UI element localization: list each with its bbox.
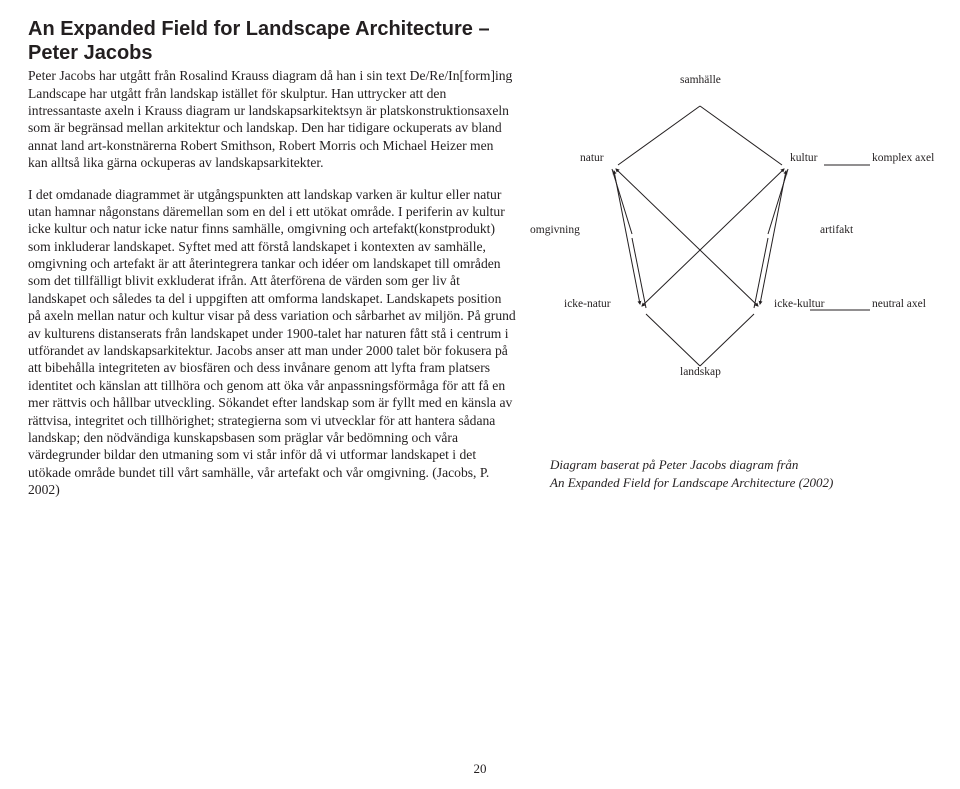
paragraph-2: I det omdanade diagrammet är utgångspunk… bbox=[28, 186, 516, 499]
diagram-label-icke-kultur: icke-kultur bbox=[774, 298, 824, 310]
page-number: 20 bbox=[0, 761, 960, 777]
diagram-label-icke-natur: icke-natur bbox=[564, 298, 611, 310]
diagram-label-neutral-axel: neutral axel bbox=[872, 298, 926, 310]
diagram-label-artifakt: artifakt bbox=[820, 224, 853, 236]
diagram-label-omgivning: omgivning bbox=[530, 224, 580, 236]
diagram-label-landskap: landskap bbox=[680, 366, 721, 378]
caption-line-2: An Expanded Field for Landscape Architec… bbox=[550, 475, 833, 490]
diagram-label-samhalle: samhälle bbox=[680, 74, 721, 86]
diagram-caption: Diagram baserat på Peter Jacobs diagram … bbox=[550, 456, 833, 491]
diagram-label-natur: natur bbox=[580, 152, 604, 164]
caption-line-1: Diagram baserat på Peter Jacobs diagram … bbox=[550, 457, 798, 472]
diagram-label-komplex-axel: komplex axel bbox=[872, 152, 934, 164]
paragraph-1: Peter Jacobs har utgått från Rosalind Kr… bbox=[28, 68, 512, 170]
body-text: Peter Jacobs har utgått från Rosalind Kr… bbox=[28, 67, 516, 498]
article-title: An Expanded Field for Landscape Architec… bbox=[28, 18, 516, 65]
expanded-field-diagram: samhälle natur kultur komplex axel omgiv… bbox=[540, 74, 940, 404]
diagram-label-kultur: kultur bbox=[790, 152, 817, 164]
